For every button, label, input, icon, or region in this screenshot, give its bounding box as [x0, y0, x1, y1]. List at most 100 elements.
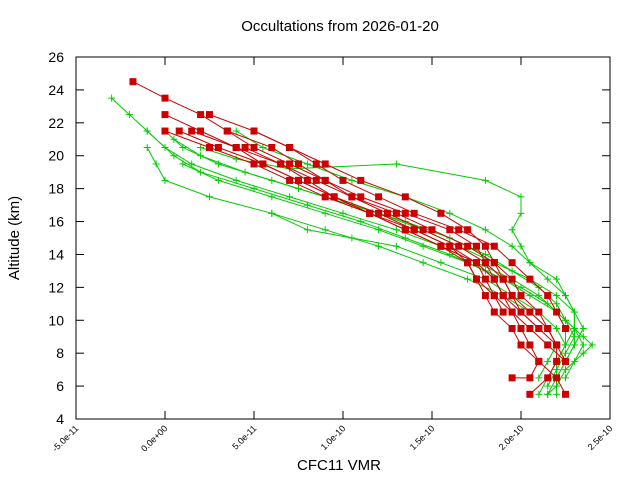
red-series-point: [490, 308, 498, 316]
green-series-point: [517, 242, 525, 250]
red-series-point: [348, 193, 356, 201]
green-series-point: [188, 160, 196, 168]
red-series-point: [553, 341, 561, 349]
red-series-point: [473, 275, 480, 283]
red-series-point: [544, 292, 552, 300]
red-series-point: [410, 226, 418, 234]
red-series-point: [321, 160, 329, 168]
green-series-point: [179, 160, 187, 168]
green-series-point: [562, 374, 569, 382]
green-series-point: [570, 325, 578, 332]
green-series-point: [232, 127, 240, 135]
red-series-point: [188, 127, 196, 135]
red-series-point: [312, 160, 320, 168]
red-series-point: [526, 341, 534, 349]
green-series-point: [553, 275, 561, 283]
green-series-point: [544, 275, 552, 283]
green-series-point: [562, 292, 569, 300]
y-tick-label: 14: [48, 246, 64, 262]
red-series-point: [455, 226, 463, 234]
green-series-line: [200, 147, 575, 395]
green-series-point: [481, 176, 489, 184]
green-series-point: [570, 308, 578, 316]
red-series-point: [161, 127, 169, 135]
red-series-point: [375, 209, 383, 217]
red-series-point: [499, 275, 507, 283]
red-series-point: [535, 325, 543, 332]
red-series-point: [544, 374, 552, 382]
red-series-point: [206, 144, 213, 151]
green-series-point: [392, 242, 400, 250]
chart-title: Occultations from 2026-01-20: [241, 18, 439, 35]
green-series-point: [535, 390, 543, 398]
green-series-point: [161, 144, 169, 151]
green-series-point: [170, 135, 178, 143]
green-series-point: [588, 341, 596, 349]
y-tick-label: 20: [48, 148, 64, 164]
green-series-point: [197, 144, 205, 151]
green-series-line: [173, 138, 575, 387]
red-series-point: [473, 259, 480, 267]
plot-content: [108, 78, 596, 398]
red-series-point: [286, 160, 294, 168]
red-series-point: [481, 275, 489, 283]
red-series-point: [384, 209, 391, 217]
green-series-point: [526, 292, 534, 300]
y-tick-label: 4: [56, 411, 64, 427]
red-series-point: [392, 209, 400, 217]
red-series-point: [526, 275, 534, 283]
red-series-point: [481, 259, 489, 267]
green-series-point: [375, 226, 383, 234]
green-series-point: [152, 160, 160, 168]
red-series-point: [241, 144, 249, 151]
red-series-point: [437, 242, 445, 250]
green-series-point: [562, 349, 569, 357]
red-series-point: [357, 193, 365, 201]
red-series-point: [312, 176, 320, 184]
green-series-point: [579, 349, 587, 357]
red-series-point: [464, 226, 472, 234]
y-tick-label: 24: [48, 82, 64, 98]
y-axis-label: Altitude (km): [6, 196, 23, 280]
green-series-point: [303, 226, 311, 234]
green-series-point: [348, 176, 356, 184]
red-series-point: [428, 226, 436, 234]
green-series-point: [544, 390, 552, 398]
red-series-point: [295, 160, 302, 168]
red-series-point: [464, 259, 472, 267]
red-series-point: [553, 374, 561, 382]
red-series-point: [446, 242, 454, 250]
red-series-point: [562, 390, 569, 398]
red-series-point: [161, 94, 169, 102]
red-series-point: [197, 127, 205, 135]
green-series-point: [481, 226, 489, 234]
red-series-point: [490, 242, 498, 250]
y-tick-label: 18: [48, 181, 64, 197]
red-series-point: [562, 357, 569, 365]
red-series-point: [129, 78, 137, 86]
red-series-point: [562, 325, 569, 332]
red-series-point: [401, 193, 409, 201]
red-series-point: [508, 259, 516, 267]
red-series-point: [375, 193, 383, 201]
red-series-point: [277, 160, 285, 168]
green-series-point: [295, 185, 302, 193]
green-series-point: [535, 374, 543, 382]
red-series-point: [268, 144, 276, 151]
green-series-point: [535, 292, 543, 300]
green-series-point: [401, 234, 409, 242]
red-series-point: [517, 292, 525, 300]
green-series-point: [562, 366, 569, 374]
red-series-point: [481, 292, 489, 300]
red-series-point: [446, 226, 454, 234]
green-series-point: [579, 333, 587, 341]
green-series-point: [143, 127, 151, 135]
green-series-point: [339, 209, 347, 217]
green-series-point: [419, 242, 427, 250]
green-series-point: [526, 259, 534, 267]
red-series-point: [295, 176, 302, 184]
red-series-point: [508, 325, 516, 332]
red-series-point: [526, 390, 534, 398]
